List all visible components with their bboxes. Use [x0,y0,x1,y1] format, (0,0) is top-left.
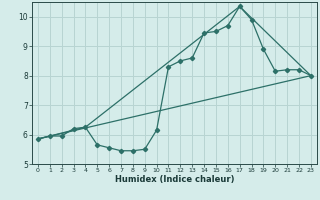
X-axis label: Humidex (Indice chaleur): Humidex (Indice chaleur) [115,175,234,184]
